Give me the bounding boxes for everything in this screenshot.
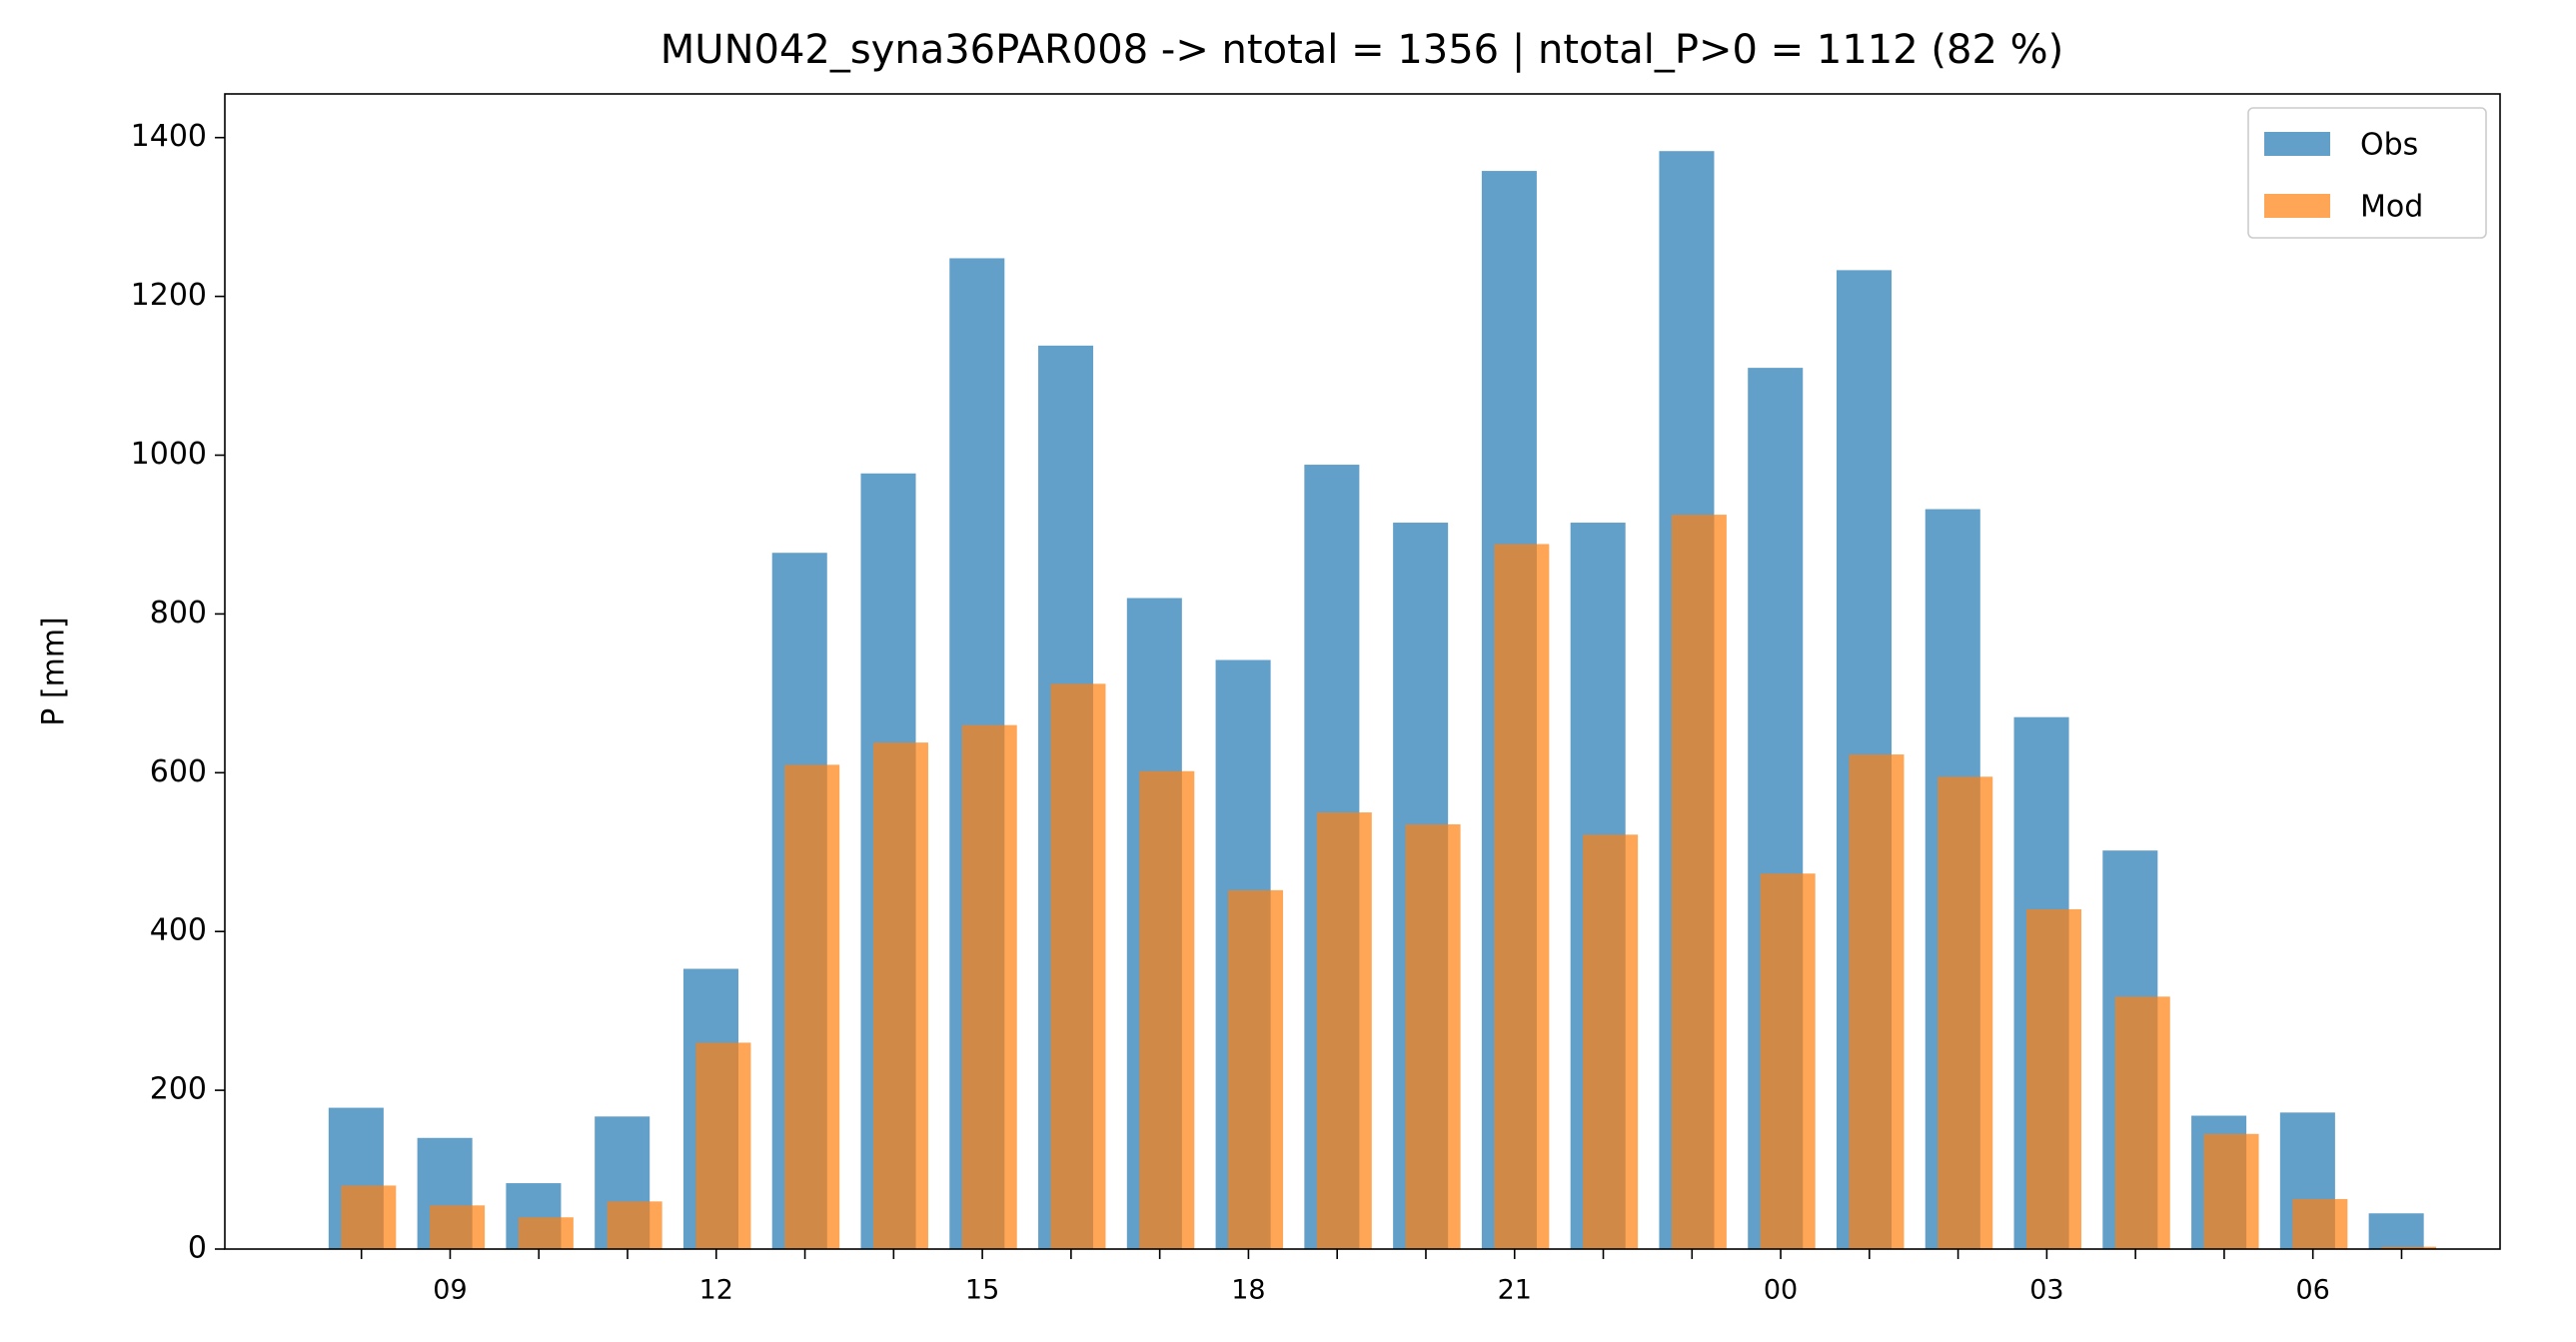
y-tick-label: 400 [150,913,207,948]
y-tick-label: 800 [150,596,207,631]
bar [872,742,928,1249]
bar [1849,754,1905,1249]
legend-swatch [2264,194,2330,218]
x-tick-label: 18 [1231,1275,1265,1306]
bar [2381,1246,2437,1249]
bar [1405,823,1461,1249]
bar [961,724,1017,1249]
bar [1671,515,1727,1249]
legend-label: Obs [2360,128,2418,163]
bar [2203,1133,2259,1249]
y-tick-label: 1000 [131,437,207,472]
legend-label: Mod [2360,190,2423,225]
bar [2114,996,2170,1249]
bar [1228,889,1284,1249]
x-tick-label: 09 [433,1275,467,1306]
bar [2368,1213,2424,1249]
y-tick-label: 600 [150,754,207,789]
plot-frame [224,93,2501,1250]
bar [1139,770,1195,1249]
chart-title: MUN042_syna36PAR008 -> ntotal = 1356 | n… [660,27,2063,73]
bar [607,1201,662,1249]
bar [2292,1198,2348,1249]
y-tick-label: 0 [188,1231,207,1266]
bar [1494,544,1550,1249]
y-tick-label: 200 [150,1072,207,1107]
bar [1316,812,1372,1249]
x-tick-label: 12 [699,1275,733,1306]
bar [2025,908,2081,1249]
x-tick-label: 06 [2296,1275,2330,1306]
bar [430,1205,486,1249]
y-axis-label: P [mm] [37,617,72,725]
bar [695,1042,751,1249]
bar [1050,683,1106,1249]
legend-swatch [2264,132,2330,156]
x-tick-label: 21 [1498,1275,1532,1306]
y-tick-label: 1200 [131,278,207,313]
bar [518,1217,574,1249]
bar [341,1185,397,1249]
x-tick-label: 15 [965,1275,999,1306]
x-tick-label: 03 [2029,1275,2063,1306]
bar [1583,834,1639,1249]
x-tick-label: 00 [1764,1275,1798,1306]
bar [1937,776,1993,1249]
y-tick-label: 1400 [131,119,207,154]
bar [1760,873,1816,1249]
bar [784,764,840,1249]
